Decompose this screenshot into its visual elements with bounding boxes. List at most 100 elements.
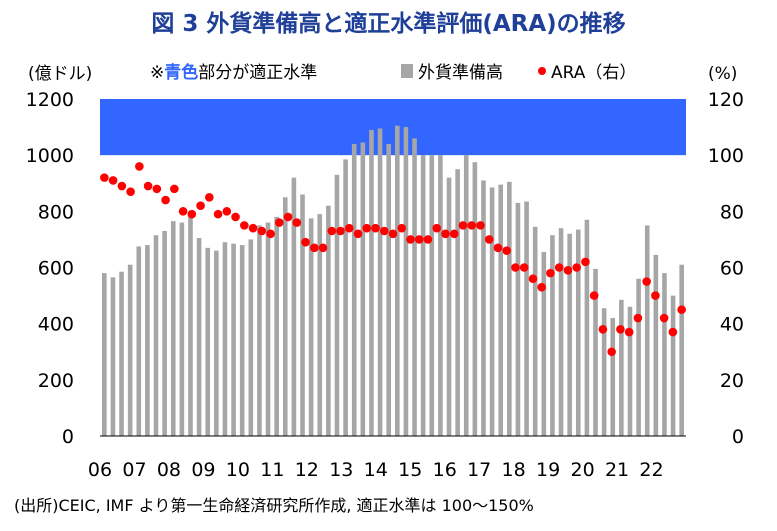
y-right-tick-label: 0 bbox=[732, 426, 744, 448]
reserve-bar bbox=[239, 245, 245, 436]
y-left-tick-label: 1200 bbox=[26, 89, 74, 111]
reserve-bar bbox=[308, 218, 314, 436]
reserve-bar bbox=[351, 143, 357, 436]
legend-bar-swatch bbox=[401, 64, 413, 78]
band-note-prefix: ※ bbox=[150, 63, 164, 83]
x-tick-label: 22 bbox=[639, 459, 663, 481]
ara-dot bbox=[633, 313, 643, 323]
x-tick-label: 09 bbox=[191, 459, 215, 481]
ara-dot bbox=[309, 243, 319, 253]
reserve-bar bbox=[386, 143, 391, 436]
reserve-bar bbox=[532, 226, 538, 436]
reserve-bar bbox=[377, 128, 383, 437]
x-tick-label: 13 bbox=[329, 459, 353, 481]
ara-dot bbox=[274, 218, 284, 227]
reserve-bar bbox=[550, 235, 555, 436]
reserve-bar bbox=[317, 214, 323, 436]
ara-dot bbox=[161, 195, 170, 205]
reserve-bar bbox=[188, 216, 193, 436]
band-note: ※青色部分が適正水準 bbox=[150, 62, 317, 83]
reserve-bar bbox=[360, 142, 366, 436]
ara-dots bbox=[100, 162, 686, 357]
y-left-tick-label: 0 bbox=[62, 426, 74, 448]
reserve-bar bbox=[369, 129, 374, 436]
ara-dot bbox=[467, 221, 477, 230]
reserve-bar bbox=[584, 219, 590, 436]
ara-dot bbox=[423, 235, 433, 244]
band-note-highlight: 青色 bbox=[164, 62, 198, 83]
y-right-tick-label: 120 bbox=[708, 89, 744, 111]
ara-dot bbox=[248, 223, 258, 233]
y-right-ticks: 0 20 40 60 80 100 120 bbox=[708, 89, 744, 448]
reserve-bar bbox=[196, 238, 202, 436]
ara-dot bbox=[642, 277, 651, 286]
ara-dot bbox=[432, 223, 442, 233]
ara-dot bbox=[502, 246, 512, 255]
reserve-bar bbox=[136, 246, 142, 436]
ara-dot bbox=[301, 237, 310, 247]
reserve-bar bbox=[127, 264, 133, 436]
ara-dot bbox=[607, 347, 616, 357]
reserve-bars bbox=[102, 125, 684, 437]
x-tick-label: 18 bbox=[502, 459, 526, 481]
ara-dot bbox=[414, 235, 424, 244]
reserve-bar bbox=[575, 229, 581, 436]
reserve-bar bbox=[619, 299, 624, 436]
ara-dot bbox=[117, 181, 127, 191]
x-tick-label: 08 bbox=[157, 459, 181, 481]
ara-dot bbox=[563, 266, 573, 275]
ara-dot bbox=[624, 327, 634, 337]
reserve-bar bbox=[429, 155, 435, 436]
reserve-bar bbox=[274, 216, 279, 436]
ara-dot bbox=[143, 181, 153, 191]
reserve-bar bbox=[481, 180, 486, 436]
reserve-bar bbox=[343, 159, 348, 437]
reserve-bar bbox=[662, 273, 667, 436]
ara-dot bbox=[187, 209, 197, 219]
ara-dot bbox=[476, 221, 485, 230]
ara-dot bbox=[371, 223, 380, 233]
ara-dot bbox=[458, 221, 468, 230]
ara-dot bbox=[519, 263, 529, 272]
reserve-bar bbox=[644, 225, 650, 436]
y-right-tick-label: 20 bbox=[720, 370, 744, 392]
reserve-bar bbox=[498, 184, 504, 436]
reserve-bar bbox=[119, 271, 124, 436]
reserve-bar bbox=[507, 181, 512, 436]
reserve-bar bbox=[110, 277, 116, 436]
reserve-bar bbox=[636, 278, 641, 436]
ara-dot bbox=[484, 235, 494, 244]
ara-dot bbox=[572, 263, 581, 272]
x-tick-label: 06 bbox=[88, 459, 112, 481]
ara-dot bbox=[589, 291, 599, 300]
ara-dot bbox=[546, 268, 555, 278]
ara-dot bbox=[598, 324, 608, 334]
ara-dot bbox=[616, 324, 625, 334]
legend-dot-label: ARA（右） bbox=[551, 63, 636, 83]
ara-dot bbox=[196, 201, 205, 211]
source-note: (出所)CEIC, IMF より第一生命経済研究所作成, 適正水準は 100～1… bbox=[14, 496, 534, 515]
reserve-bar bbox=[205, 247, 211, 436]
y-left-tick-label: 800 bbox=[38, 201, 74, 223]
reserve-bar bbox=[627, 306, 633, 436]
reserve-bar bbox=[145, 245, 150, 436]
ara-dot bbox=[135, 162, 144, 171]
reserve-bar bbox=[610, 318, 616, 436]
ara-dot bbox=[152, 184, 162, 194]
ara-dot bbox=[213, 209, 223, 219]
ara-dot bbox=[353, 229, 363, 239]
x-tick-label: 10 bbox=[226, 459, 250, 481]
reserve-bar bbox=[679, 264, 684, 436]
reserve-bar bbox=[291, 177, 297, 436]
y-left-unit: (億ドル) bbox=[28, 64, 92, 84]
ara-dot bbox=[388, 229, 398, 239]
y-right-unit: (%) bbox=[708, 64, 737, 84]
ara-dot bbox=[449, 229, 459, 239]
reserve-bar bbox=[601, 308, 607, 436]
adequate-level-band bbox=[100, 99, 686, 156]
y-right-tick-label: 100 bbox=[708, 145, 744, 167]
y-left-tick-label: 400 bbox=[38, 314, 74, 336]
reserve-bar bbox=[170, 221, 176, 436]
reserve-bar bbox=[489, 187, 495, 436]
x-tick-label: 20 bbox=[570, 459, 594, 481]
